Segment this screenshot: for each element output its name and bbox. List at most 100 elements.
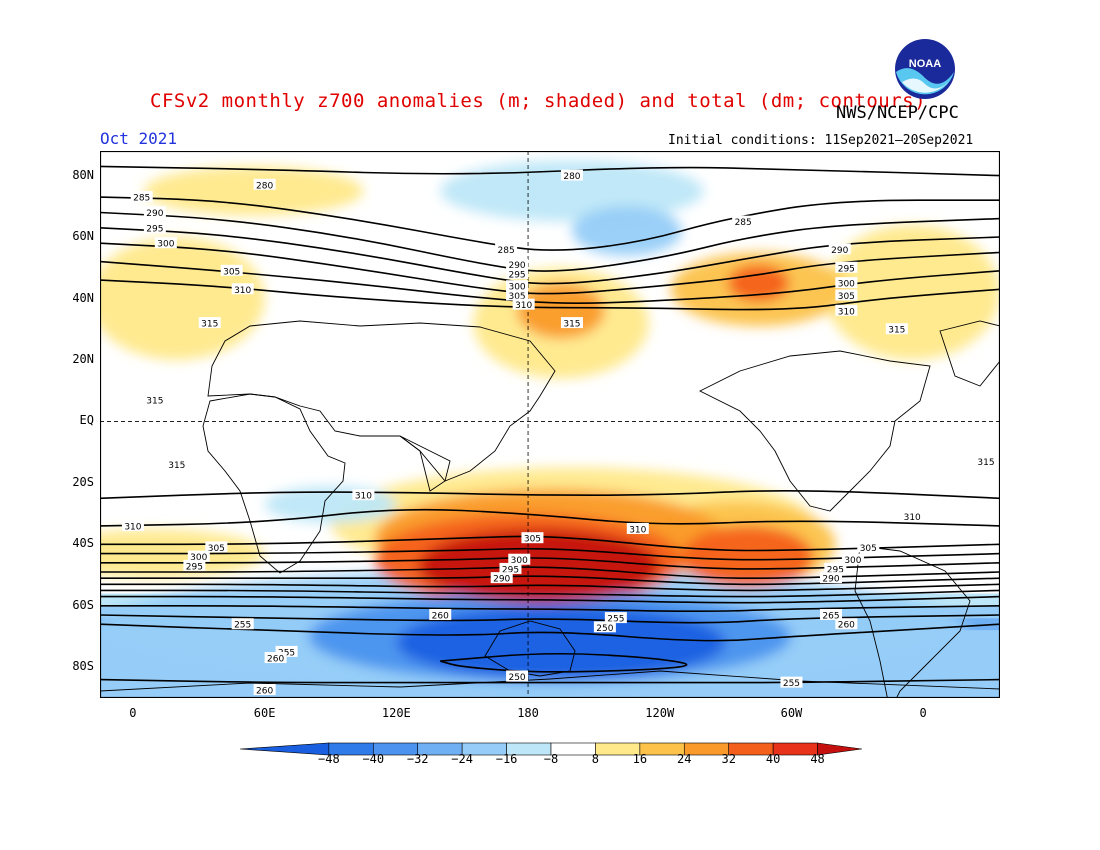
contour-label: 305 [220,264,243,277]
contour-label: 310 [352,489,375,502]
lat-tick-label: 80N [72,167,94,182]
contour-250 [439,652,688,673]
svg-text:315: 315 [146,396,163,406]
contour-labels: 2802802852902953003053103152852902953003… [121,169,997,697]
coast-africa [202,393,346,574]
anomaly-blob [824,224,1000,360]
svg-text:300: 300 [508,283,525,293]
contour-label: 295 [183,559,206,572]
svg-text:260: 260 [432,612,449,622]
contour-label: 290 [828,243,851,256]
svg-text:295: 295 [508,270,525,280]
colorbar-tick-label: 24 [677,752,692,766]
svg-text:300: 300 [844,556,861,566]
contour-label: 315 [885,323,908,336]
contour-265 [100,605,1000,612]
contour-label: 260 [253,684,276,697]
svg-text:305: 305 [208,544,225,554]
svg-text:295: 295 [146,224,163,234]
svg-text:305: 305 [223,267,240,277]
lon-tick-label: 120W [645,706,675,720]
coast-india [399,435,451,492]
noaa-logo: NOAA [895,39,955,99]
contour-285 [100,196,1000,251]
svg-text:305: 305 [524,535,541,545]
contour-label: 280 [560,169,583,182]
svg-text:305: 305 [838,292,855,302]
svg-text:290: 290 [831,246,848,256]
lon-tick-label: 0 [919,706,927,720]
contour-260 [100,614,1000,624]
contour-255 [100,623,1000,642]
contour-275 [100,589,1000,598]
contour-label: 310 [231,283,254,296]
contour-label: 315 [560,317,583,330]
svg-text:310: 310 [904,513,921,523]
contour-label: 300 [508,553,531,566]
anomaly-blob [396,605,726,680]
lat-tick-label: 20N [72,351,94,366]
contour-label: 255 [780,676,803,689]
lat-tick-label: EQ [79,413,94,428]
colorbar-tick-label: −24 [451,752,473,766]
contour-label: 310 [121,519,144,532]
svg-text:310: 310 [515,301,532,311]
contour-label: 300 [506,280,529,293]
lon-tick-label: 60W [780,706,803,720]
svg-text:280: 280 [256,181,273,191]
contour-310 [100,508,1000,527]
colorbar [240,742,862,756]
initial-conditions-label: Initial conditions: 11Sep2021–20Sep2021 [668,133,974,148]
contour-label: 250 [593,621,616,634]
svg-text:250: 250 [596,624,613,634]
contour-280 [100,165,1000,177]
svg-text:285: 285 [498,246,515,256]
contour-label: 260 [429,609,452,622]
svg-text:290: 290 [508,261,525,271]
contour-label: 305 [521,532,544,545]
lon-tick-label: 180 [517,706,539,720]
contour-280 [100,583,1000,592]
anomaly-map: 2802802852902953003053103152852902953003… [100,151,1000,698]
svg-text:290: 290 [822,575,839,585]
contour-305 [100,535,1000,552]
svg-text:255: 255 [234,621,251,631]
svg-text:305: 305 [860,544,877,554]
contour-315 [100,490,1000,500]
anomaly-blob [681,525,814,588]
svg-text:295: 295 [186,562,203,572]
contour-label: 305 [835,289,858,302]
lon-tick-label: 0 [129,706,137,720]
svg-text:300: 300 [190,553,207,563]
svg-text:310: 310 [234,286,251,296]
svg-text:310: 310 [355,492,372,502]
svg-text:310: 310 [629,525,646,535]
svg-text:285: 285 [735,218,752,228]
map-gridlines [100,151,1000,698]
svg-text:260: 260 [256,687,273,697]
agency-label: NWS/NCEP/CPC [836,103,959,123]
contour-label: 300 [187,550,210,563]
svg-text:265: 265 [822,612,839,622]
svg-text:260: 260 [267,655,284,665]
contour-label: 290 [143,206,166,219]
colorbar-tick-label: 48 [810,752,825,766]
contour-label: 295 [506,267,529,280]
colorbar-tick-label: −32 [406,752,429,766]
colorbar-tick-label: −8 [543,752,559,766]
contour-label: 315 [975,455,997,468]
coast-eurasia [207,320,556,482]
contour-label: 255 [604,612,627,625]
chart-title: CFSv2 monthly z700 anomalies (m; shaded)… [150,90,927,112]
coast-greenland [939,320,1000,387]
valid-month-label: Oct 2021 [100,129,178,148]
contour-label: 315 [165,458,188,471]
noaa-logo-text: NOAA [909,58,941,70]
contour-label: 305 [205,541,228,554]
svg-text:315: 315 [888,326,905,336]
contour-label: 295 [835,261,858,274]
contour-label: 280 [253,178,276,191]
colorbar-tick-label: 8 [591,752,600,766]
svg-text:315: 315 [201,320,218,330]
colorbar-tick-label: −48 [318,752,340,766]
